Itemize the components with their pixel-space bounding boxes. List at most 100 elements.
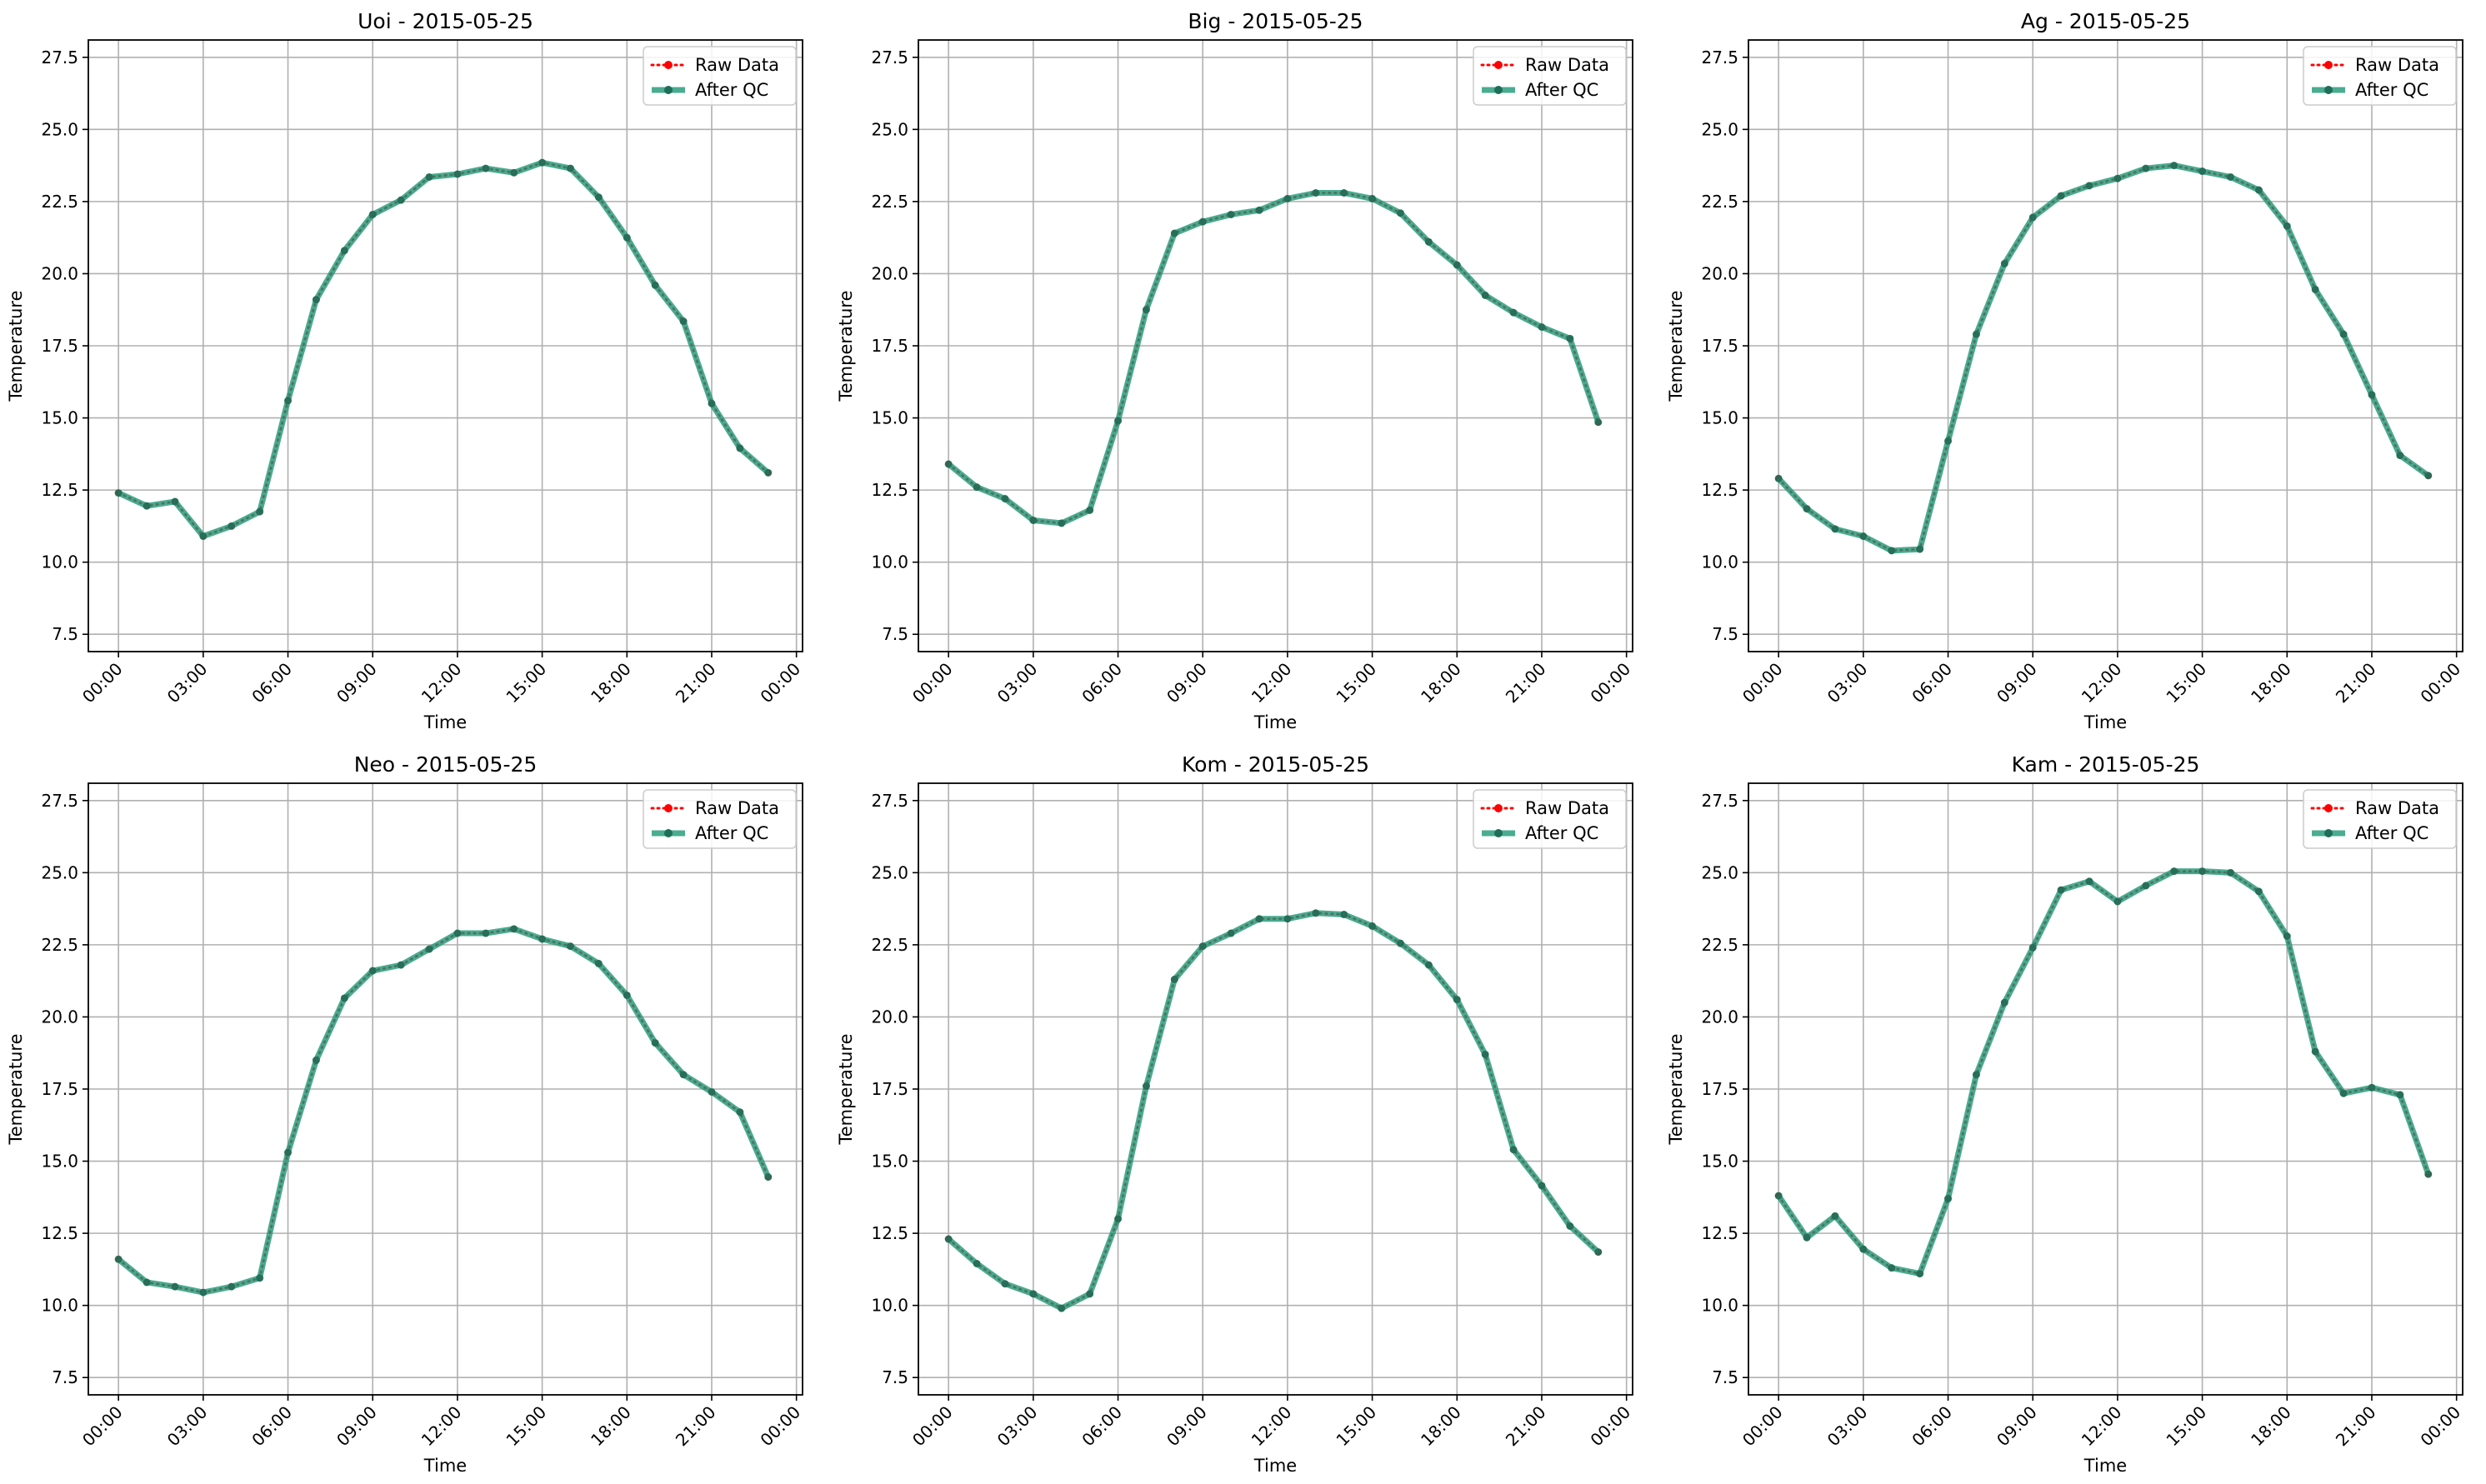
y-tick-label: 10.0 [41,1296,78,1316]
after-qc-point [1972,330,1980,338]
after-qc-point [708,399,716,407]
legend-raw-label: Raw Data [2355,55,2439,75]
y-tick-label: 15.0 [1701,1152,1738,1172]
after-qc-point [1594,418,1603,427]
y-tick-label: 7.5 [52,624,78,644]
after-qc-point [1481,1050,1489,1058]
y-tick-label: 25.0 [871,862,908,882]
chart-title: Kam - 2015-05-25 [2012,752,2200,777]
x-tick-label: 03:00 [1823,659,1872,707]
after-qc-point [340,247,348,255]
legend-qc-label: After QC [2355,823,2428,843]
after-qc-point [2311,1047,2319,1056]
after-qc-point [1227,210,1235,218]
y-tick-label: 27.5 [1701,791,1738,811]
x-tick-label: 15:00 [502,659,550,707]
x-tick-label: 03:00 [163,659,212,707]
x-tick-label: 03:00 [993,1402,1042,1451]
y-tick-label: 17.5 [41,1079,78,1099]
after-qc-point [623,233,631,242]
after-qc-point [1198,217,1207,226]
y-tick-label: 12.5 [41,1223,78,1243]
after-qc-line [1776,868,2432,1277]
legend-raw-marker [2324,61,2333,69]
legend: Raw Data After QC [643,789,797,849]
x-tick-label: 00:00 [1586,1402,1634,1451]
y-tick-label: 20.0 [1701,263,1738,283]
y-tick-label: 10.0 [41,552,78,572]
x-tick-label: 00:00 [78,1402,127,1451]
y-axis-label: Temperature [1666,1033,1686,1145]
y-tick-label: 12.5 [871,1223,908,1243]
chart-title: Kom - 2015-05-25 [1182,752,1369,777]
x-tick-label: 18:00 [1417,1402,1465,1451]
after-qc-point [1916,545,1924,553]
after-qc-point [1453,996,1461,1004]
after-qc-point [736,1108,744,1117]
axes-frame [1748,39,2463,652]
after-qc-point [2368,391,2376,399]
after-qc-point [1538,1182,1546,1190]
after-qc-point [2254,887,2263,896]
y-tick-label: 27.5 [41,791,78,811]
y-tick-label: 12.5 [41,480,78,500]
after-qc-point [1594,1248,1603,1257]
after-qc-point [2283,932,2291,940]
x-tick-label: 09:00 [1993,659,2041,707]
x-tick-label: 00:00 [756,659,804,707]
after-qc-point [2198,167,2207,176]
after-qc-point [1029,1290,1038,1298]
y-tick-label: 10.0 [871,1296,908,1316]
x-tick-label: 15:00 [2162,1402,2210,1451]
x-tick-label: 06:00 [1078,1402,1126,1451]
raw-data-line [117,161,770,538]
y-tick-label: 20.0 [1701,1007,1738,1027]
after-qc-point [1001,1280,1009,1288]
x-tick-label: 21:00 [2332,659,2380,707]
after-qc-line [946,190,1602,527]
after-qc-point [2339,1089,2348,1097]
after-qc-point [1972,1071,1980,1079]
legend-qc-marker [2324,86,2333,94]
legend-qc-label: After QC [695,823,768,843]
x-tick-label: 12:00 [1248,659,1296,707]
x-tick-label: 12:00 [418,1402,466,1451]
after-qc-point [1086,506,1094,514]
x-tick-label: 18:00 [2247,659,2295,707]
x-tick-label: 06:00 [248,659,296,707]
y-tick-label: 22.5 [871,935,908,955]
after-qc-point [1142,1082,1150,1091]
after-qc-point [340,994,348,1002]
y-axis-label: Temperature [6,290,26,402]
legend-qc-marker [1494,86,1503,94]
x-tick-label: 15:00 [1332,1402,1380,1451]
legend-qc-label: After QC [1525,80,1598,100]
chart-panel: 00:00 03:00 06:00 09:00 12:00 15:00 18:00 21:00… [836,9,1634,732]
legend-raw-label: Raw Data [695,798,779,818]
after-qc-point [510,925,518,933]
after-qc-point [1509,1146,1518,1154]
after-qc-point [1283,194,1292,202]
after-qc-point [1170,975,1178,983]
x-axis-label: Time [2083,712,2127,732]
x-tick-label: 12:00 [2078,1402,2126,1451]
x-axis-label: Time [423,1456,467,1476]
after-qc-point [1312,189,1320,197]
after-qc-point [1916,1270,1924,1278]
y-tick-label: 15.0 [871,1152,908,1172]
legend-qc-marker [664,86,673,94]
after-qc-point [679,317,688,326]
after-qc-point [1086,1290,1094,1298]
after-qc-point [2226,172,2234,181]
axes-frame [918,782,1633,1396]
x-tick-label: 00:00 [908,1402,957,1451]
y-axis-label: Temperature [836,290,856,402]
raw-overlay-line [948,192,1599,524]
x-tick-label: 12:00 [2078,659,2126,707]
legend-raw-marker [664,61,673,69]
y-tick-label: 20.0 [871,263,908,283]
y-tick-label: 27.5 [1701,47,1738,67]
x-axis-label: Time [1253,1456,1297,1476]
x-tick-label: 09:00 [1993,1402,2041,1451]
y-tick-label: 25.0 [1701,119,1738,139]
